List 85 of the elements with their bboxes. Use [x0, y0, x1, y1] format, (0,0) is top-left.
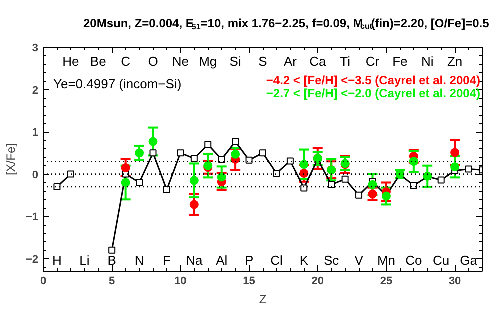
point: [190, 176, 199, 186]
point: [190, 155, 198, 162]
annotation: Cr: [366, 54, 380, 69]
annotation: Ca: [310, 54, 327, 69]
point: [450, 162, 460, 172]
point: [177, 150, 184, 157]
point: [465, 166, 472, 173]
annotation: Sc: [324, 253, 340, 268]
point: [273, 170, 280, 177]
point: [260, 150, 266, 157]
annotation: K: [300, 253, 309, 268]
annotation: Si: [230, 54, 242, 69]
point: [148, 137, 158, 146]
point: [300, 168, 309, 178]
point: [300, 160, 309, 170]
text: −4.2 < [Fe/H] <−3.5 (Cayrel et al. 2004): [266, 74, 481, 88]
point: [163, 186, 170, 194]
y-tick-label: 1: [32, 127, 39, 140]
annotation: Ni: [421, 54, 434, 69]
annotation: Li: [80, 253, 90, 268]
point: [231, 150, 240, 159]
point: [67, 170, 74, 178]
point: [286, 158, 294, 165]
point: [410, 182, 418, 190]
y-tick-label: 2: [32, 84, 39, 97]
x-tick-label: 25: [380, 276, 393, 288]
annotation: Mg: [199, 54, 218, 69]
point: [136, 179, 144, 186]
annotation: P: [244, 253, 254, 268]
point: [409, 157, 418, 166]
annotation: Ti: [340, 54, 351, 69]
annotation: H: [52, 253, 62, 268]
point: [246, 156, 253, 164]
annotation: Zn: [447, 54, 463, 69]
annotation: Mn: [377, 253, 396, 268]
point: [150, 150, 157, 157]
annotation: Ye=0.4997 (incom−Si): [54, 76, 182, 92]
annotation: Fe: [392, 54, 408, 69]
annotation: Al: [216, 253, 228, 268]
point: [438, 176, 445, 184]
annotation: Be: [90, 54, 106, 69]
annotation: B: [108, 253, 116, 268]
point: [368, 180, 378, 190]
x-tick-label: 20: [312, 276, 324, 288]
annotation: Ga: [460, 253, 478, 268]
point: [54, 183, 61, 190]
annotation: Cl: [270, 253, 283, 268]
annotation: He: [62, 54, 80, 69]
annotation: N: [134, 253, 144, 268]
annotation: Ne: [172, 54, 190, 69]
point: [218, 156, 226, 163]
point: [328, 181, 336, 188]
annotation: Cu: [433, 253, 450, 268]
point: [204, 141, 212, 148]
x-tick-label: 15: [243, 276, 256, 288]
point: [342, 176, 349, 183]
x-tick-label: 5: [109, 276, 116, 288]
point: [368, 190, 378, 199]
point: [121, 163, 130, 172]
y-axis-title: [X/Fe]: [4, 143, 18, 176]
y-tick-label: −1: [26, 212, 39, 224]
text: −2.7 < [Fe/H] <−2.0 (Cayrel et al. 2004): [266, 86, 481, 100]
y-tick-label: −2: [26, 254, 39, 266]
point: [300, 184, 308, 192]
annotation: F: [163, 253, 171, 268]
point: [450, 148, 460, 158]
point: [135, 148, 144, 158]
x-tick-label: 10: [174, 276, 187, 288]
annotation: O: [148, 54, 158, 69]
annotation: V: [354, 253, 364, 268]
annotation: Ar: [284, 54, 298, 69]
annotation: Co: [406, 253, 422, 268]
point: [190, 200, 199, 210]
y-tick-label: 3: [32, 42, 39, 54]
x-tick-label: 30: [448, 276, 462, 288]
point: [121, 178, 130, 188]
y-tick-label: 0: [32, 169, 39, 182]
annotation: Na: [186, 253, 204, 268]
annotation: C: [121, 54, 131, 69]
point: [232, 138, 240, 146]
x-axis-title: Z: [259, 292, 267, 306]
annotation: S: [258, 54, 268, 69]
point: [356, 192, 363, 199]
point: [108, 246, 116, 254]
x-tick-label: 0: [40, 276, 47, 288]
